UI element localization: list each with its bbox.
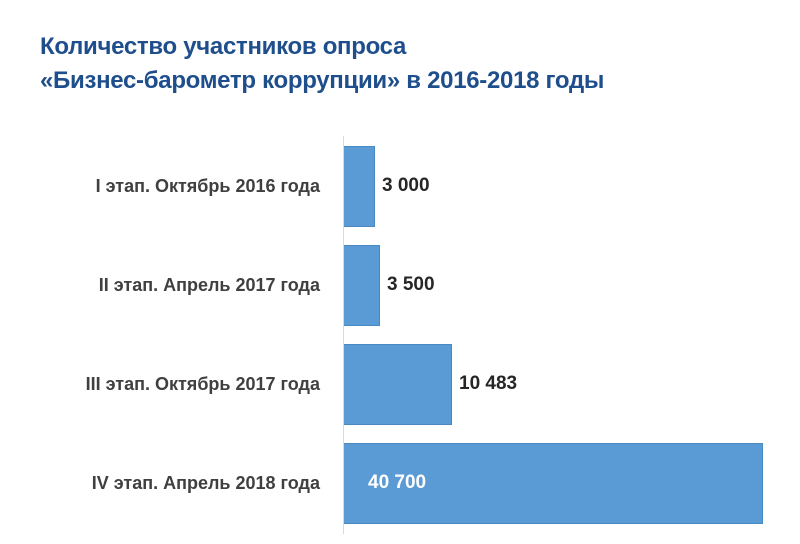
chart-title-line-2: «Бизнес-барометр коррупции» в 2016-2018 … bbox=[40, 67, 605, 94]
category-label: III этап. Октябрь 2017 года bbox=[85, 373, 320, 394]
category-label: IV этап. Апрель 2018 года bbox=[91, 472, 320, 493]
data-label: 40 700 bbox=[368, 471, 427, 493]
data-label: 10 483 bbox=[459, 372, 518, 394]
data-label: 3 500 bbox=[387, 273, 435, 295]
bar bbox=[344, 344, 452, 425]
bar bbox=[344, 146, 375, 227]
category-axis-line bbox=[343, 136, 344, 534]
bar bbox=[344, 443, 763, 524]
data-label: 3 000 bbox=[382, 174, 430, 196]
chart-title: Количество участников опроса «Бизнес-бар… bbox=[40, 30, 604, 98]
category-label: II этап. Апрель 2017 года bbox=[98, 274, 320, 295]
chart-title-line-1: Количество участников опроса bbox=[40, 33, 407, 60]
category-label: I этап. Октябрь 2016 года bbox=[95, 175, 320, 196]
bar bbox=[344, 245, 380, 326]
